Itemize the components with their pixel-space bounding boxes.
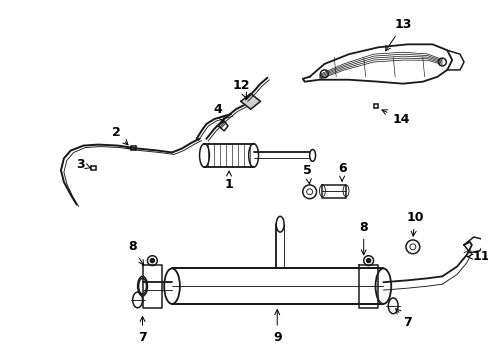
Text: 10: 10 [405, 211, 423, 236]
Text: 9: 9 [272, 310, 281, 344]
Circle shape [366, 258, 370, 262]
Text: 6: 6 [337, 162, 346, 181]
Circle shape [438, 58, 446, 66]
Text: 14: 14 [381, 110, 409, 126]
Text: 5: 5 [303, 164, 311, 184]
Polygon shape [241, 94, 260, 109]
Circle shape [320, 70, 327, 78]
Text: 1: 1 [224, 171, 233, 192]
Text: 7: 7 [138, 316, 146, 344]
Text: 3: 3 [76, 158, 90, 171]
Circle shape [150, 258, 154, 262]
Text: 11: 11 [467, 250, 488, 263]
Text: 8: 8 [359, 221, 367, 255]
Text: 8: 8 [128, 240, 143, 265]
Text: 2: 2 [111, 126, 128, 145]
Text: 13: 13 [385, 18, 411, 51]
Text: 4: 4 [213, 103, 224, 122]
Text: 7: 7 [395, 309, 411, 329]
Text: 12: 12 [232, 79, 249, 98]
